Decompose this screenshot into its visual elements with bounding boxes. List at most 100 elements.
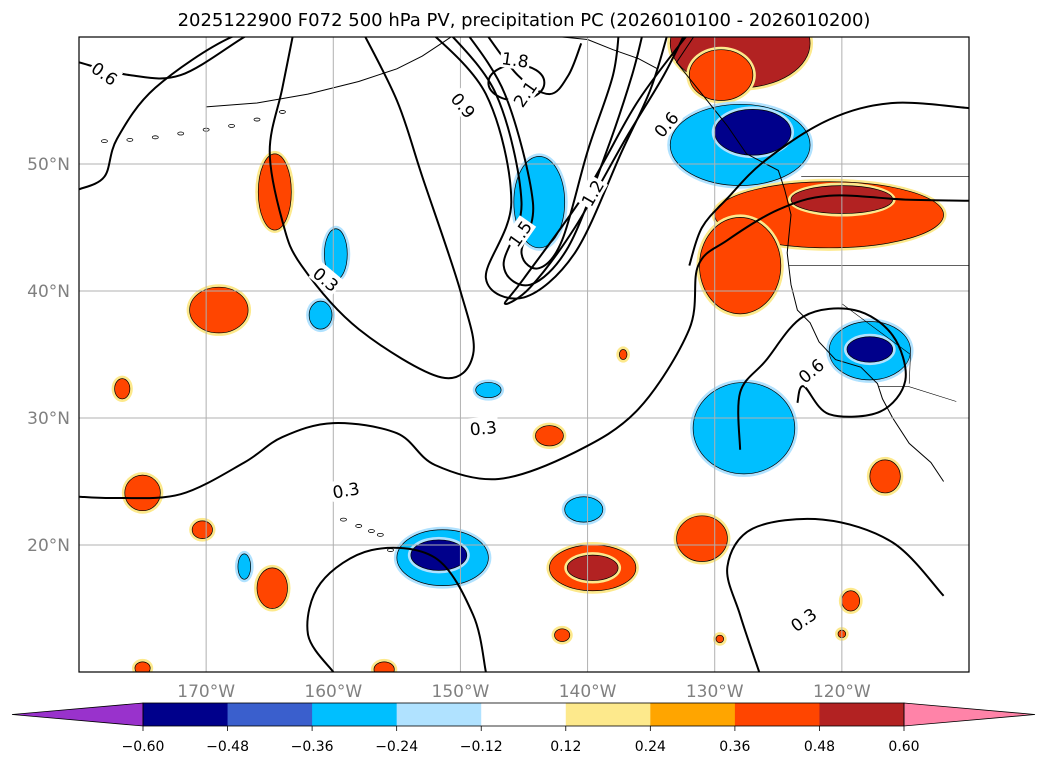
precip-fill bbox=[124, 474, 161, 512]
precip-socal-negative-core bbox=[843, 333, 896, 366]
x-tick-label: 150°W bbox=[432, 682, 490, 702]
pv-contour-1p2-10 bbox=[451, 37, 643, 287]
y-tick-label: 40°N bbox=[27, 282, 70, 302]
precip-east-pacific-positive bbox=[673, 512, 731, 565]
colorbar-extend-low bbox=[11, 702, 144, 727]
precip-fill bbox=[714, 109, 792, 156]
map-area: 0.6 1.82.10.91.51.20.60.30.30.30.30.60.3 bbox=[79, 12, 969, 672]
coast-alaska-peninsula bbox=[206, 37, 452, 108]
contour-label-group: 0.3 bbox=[885, 12, 915, 34]
y-tick-label: 50°N bbox=[27, 155, 70, 175]
contour-label-group: 0.3 bbox=[329, 476, 363, 504]
x-tick-label: 160°W bbox=[304, 682, 362, 702]
contour-label-bg bbox=[446, 87, 482, 123]
contour-label: 0.3 bbox=[887, 14, 914, 34]
island-8 bbox=[340, 517, 347, 522]
y-tick-label: 20°N bbox=[27, 536, 70, 556]
contour-label-bg bbox=[575, 174, 608, 211]
x-tick-label: 120°W bbox=[813, 682, 871, 702]
precip-fill bbox=[308, 300, 333, 330]
precip-fill bbox=[373, 661, 395, 672]
precip-edge-positive-10n-a bbox=[131, 658, 154, 672]
precip-fill bbox=[114, 378, 131, 400]
precip-bc-negative-core bbox=[711, 106, 794, 159]
precip-fill bbox=[256, 567, 288, 609]
precip-fill bbox=[688, 49, 754, 101]
pv-contour-0p3-3 bbox=[79, 194, 969, 500]
contour-label: 0.3 bbox=[469, 418, 498, 440]
y-tick-label: 30°N bbox=[27, 409, 70, 429]
contour-label-bg bbox=[502, 215, 537, 252]
colorbar-tick-label: −0.36 bbox=[291, 739, 334, 755]
contour-label-group: 0.3 bbox=[467, 415, 500, 440]
precip-baja-positive bbox=[866, 456, 904, 496]
precip-fill bbox=[676, 515, 728, 562]
contour-label-bg bbox=[792, 352, 829, 388]
colorbar-tick-label: 0.24 bbox=[635, 739, 666, 755]
precip-small-negative-23n bbox=[561, 493, 606, 526]
precip-fill bbox=[189, 286, 249, 334]
precip-fill bbox=[564, 496, 604, 523]
precip-fill bbox=[410, 539, 468, 571]
precip-offshore-negative bbox=[690, 379, 798, 477]
island-10 bbox=[368, 529, 375, 533]
pv-contour-0p3-4 bbox=[688, 101, 969, 266]
coast-state-line-az bbox=[908, 354, 911, 384]
precip-fill bbox=[566, 554, 619, 581]
pv-contour-0p3-6 bbox=[726, 517, 945, 672]
precip-fill bbox=[846, 336, 894, 363]
contour-label-group: 1.8 bbox=[498, 46, 532, 73]
precip-fill bbox=[237, 553, 251, 580]
island-1 bbox=[126, 137, 134, 142]
precip-ne-pacific-positive-core bbox=[686, 46, 756, 104]
contour-label-bg bbox=[498, 46, 532, 71]
precip-small-positive-29n bbox=[532, 422, 567, 449]
precip-small-negative-18n bbox=[234, 550, 254, 583]
chart-title: 2025122900 F072 500 hPa PV, precipitatio… bbox=[178, 10, 871, 31]
precip-fill bbox=[191, 520, 213, 539]
precip-fill bbox=[134, 661, 151, 672]
precip-edge-positive-10n-b bbox=[370, 658, 398, 672]
precip-small-positive-21n bbox=[189, 517, 216, 542]
colorbar-extend-high bbox=[903, 702, 1036, 727]
map-frame bbox=[78, 36, 970, 673]
contour-label-bg bbox=[507, 75, 542, 112]
island-6 bbox=[253, 117, 261, 122]
colorbar-tick-label: −0.60 bbox=[122, 739, 165, 755]
precip-far-west-positive-32n bbox=[111, 375, 133, 402]
precip-tiny-positive-34n bbox=[616, 346, 630, 363]
precip-coast-positive bbox=[696, 214, 784, 317]
contour-label-bg bbox=[308, 261, 345, 297]
colorbar-tick-label: −0.12 bbox=[460, 739, 503, 755]
gridlines bbox=[79, 37, 969, 672]
x-tick-label: 130°W bbox=[686, 682, 744, 702]
colorbar-segment bbox=[734, 703, 820, 726]
colorbar-tick-label: −0.24 bbox=[375, 739, 418, 755]
island-5 bbox=[228, 124, 235, 128]
precip-fill bbox=[619, 349, 628, 360]
precip-fill bbox=[715, 634, 724, 644]
contour-label-bg bbox=[648, 106, 683, 142]
colorbar-segment bbox=[227, 703, 313, 726]
precip-far-west-positive-24n bbox=[121, 472, 164, 514]
precip-small-positive-17n bbox=[254, 564, 291, 612]
colorbar-segment bbox=[143, 703, 229, 726]
colorbar-segment bbox=[819, 703, 905, 726]
colorbar-segment bbox=[481, 703, 567, 726]
pv-contour-0p3-1 bbox=[79, 37, 235, 191]
precip-fill bbox=[535, 425, 564, 447]
colorbar-segment bbox=[312, 703, 398, 726]
colorbar-tick-label: 0.36 bbox=[719, 739, 750, 755]
precip-fill bbox=[554, 628, 571, 642]
contour-label-bg bbox=[329, 476, 363, 502]
pv-contour-0p9-9 bbox=[434, 37, 668, 300]
pv-contour-0p3-2 bbox=[268, 37, 475, 380]
precip-fill bbox=[475, 382, 502, 399]
colorbar-tick-label: 0.60 bbox=[888, 739, 919, 755]
contour-label-bg bbox=[86, 56, 123, 90]
colorbar: −0.60 −0.48 −0.36 −0.24 −0.12 0.12 0.24 0.36 0.4… bbox=[11, 702, 1036, 755]
island-11 bbox=[376, 532, 384, 537]
island-7 bbox=[279, 110, 286, 114]
colorbar-segment bbox=[396, 703, 482, 726]
precip-fill bbox=[699, 216, 782, 315]
